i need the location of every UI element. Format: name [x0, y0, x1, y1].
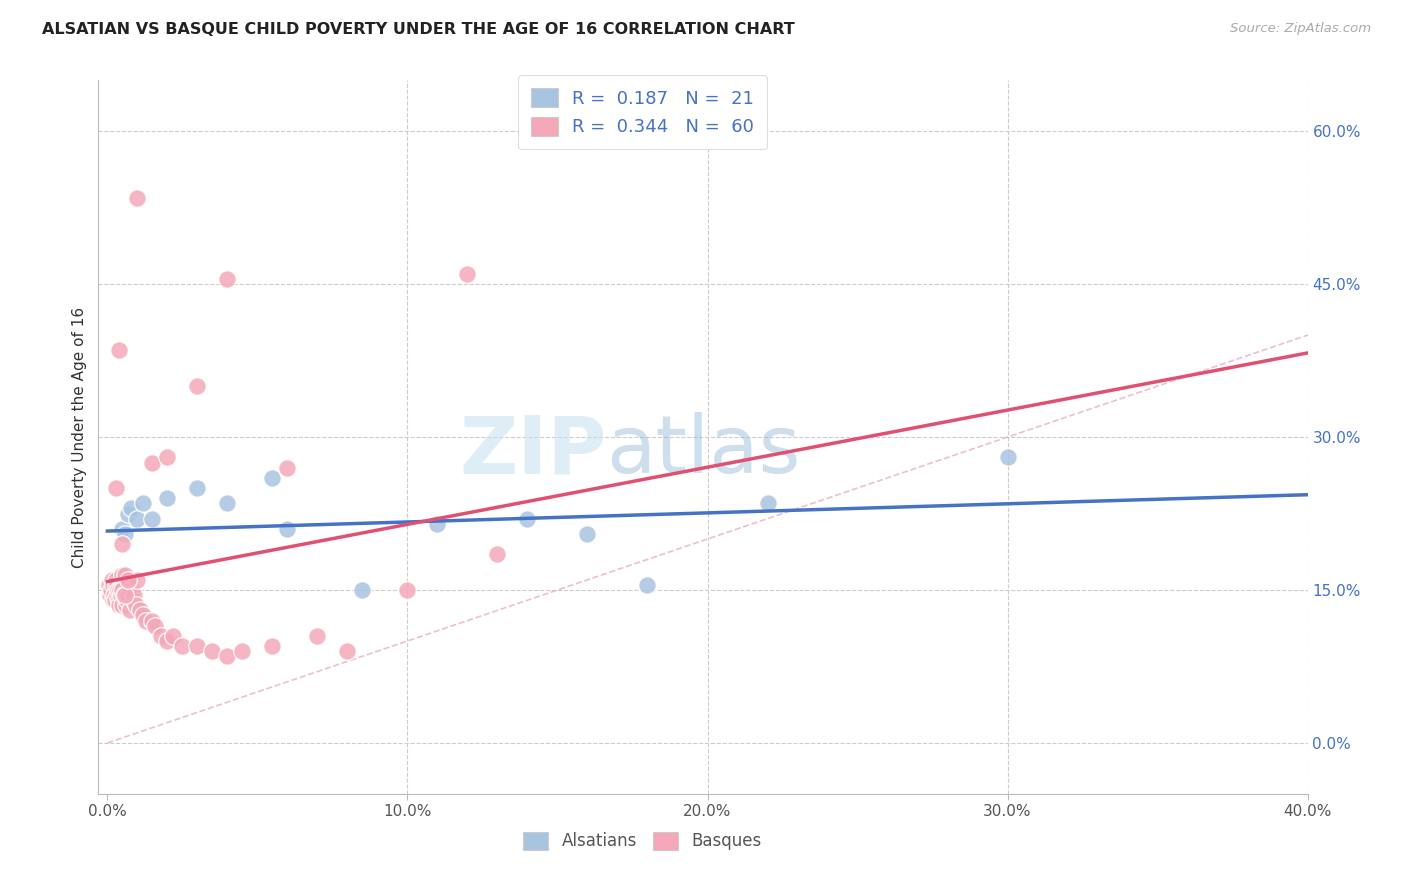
Point	[114, 527, 136, 541]
Point	[104, 578, 127, 592]
Point	[101, 593, 124, 607]
Point	[132, 608, 155, 623]
Text: ALSATIAN VS BASQUE CHILD POVERTY UNDER THE AGE OF 16 CORRELATION CHART: ALSATIAN VS BASQUE CHILD POVERTY UNDER T…	[42, 22, 794, 37]
Point	[201, 644, 224, 658]
Point	[156, 634, 179, 648]
Point	[127, 511, 149, 525]
Point	[141, 456, 163, 470]
Text: atlas: atlas	[606, 412, 800, 491]
Point	[336, 644, 359, 658]
Point	[97, 578, 120, 592]
Point	[104, 593, 127, 607]
Point	[124, 588, 146, 602]
Point	[156, 491, 179, 506]
Point	[100, 582, 122, 597]
Point	[105, 573, 128, 587]
Point	[162, 629, 184, 643]
Point	[110, 588, 132, 602]
Point	[120, 582, 142, 597]
Point	[576, 527, 599, 541]
Point	[132, 496, 155, 510]
Legend: Alsatians, Basques: Alsatians, Basques	[516, 825, 769, 857]
Point	[217, 272, 239, 286]
Text: Source: ZipAtlas.com: Source: ZipAtlas.com	[1230, 22, 1371, 36]
Point	[426, 516, 449, 531]
Point	[456, 267, 478, 281]
Point	[101, 573, 124, 587]
Point	[103, 588, 125, 602]
Point	[103, 588, 125, 602]
Point	[141, 614, 163, 628]
Point	[186, 379, 208, 393]
Point	[172, 639, 194, 653]
Point	[114, 567, 136, 582]
Point	[108, 582, 131, 597]
Point	[105, 481, 128, 495]
Point	[141, 511, 163, 525]
Point	[107, 582, 129, 597]
Point	[486, 547, 509, 561]
Point	[108, 343, 131, 358]
Point	[156, 450, 179, 465]
Point	[276, 460, 298, 475]
Point	[112, 588, 135, 602]
Point	[108, 599, 131, 613]
Point	[231, 644, 253, 658]
Text: ZIP: ZIP	[458, 412, 606, 491]
Point	[118, 603, 141, 617]
Point	[115, 599, 138, 613]
Y-axis label: Child Poverty Under the Age of 16: Child Poverty Under the Age of 16	[72, 307, 87, 567]
Point	[217, 496, 239, 510]
Point	[103, 578, 125, 592]
Point	[122, 593, 145, 607]
Point	[117, 507, 139, 521]
Point	[111, 522, 134, 536]
Point	[129, 603, 152, 617]
Point	[262, 639, 284, 653]
Point	[120, 501, 142, 516]
Point	[217, 649, 239, 664]
Point	[105, 588, 128, 602]
Point	[396, 582, 419, 597]
Point	[186, 481, 208, 495]
Point	[997, 450, 1019, 465]
Point	[105, 582, 128, 597]
Point	[111, 599, 134, 613]
Point	[100, 588, 122, 602]
Point	[127, 190, 149, 204]
Point	[262, 471, 284, 485]
Point	[111, 567, 134, 582]
Point	[516, 511, 538, 525]
Point	[352, 582, 374, 597]
Point	[756, 496, 779, 510]
Point	[117, 573, 139, 587]
Point	[111, 537, 134, 551]
Point	[145, 618, 167, 632]
Point	[135, 614, 157, 628]
Point	[276, 522, 298, 536]
Point	[127, 573, 149, 587]
Point	[186, 639, 208, 653]
Point	[125, 599, 148, 613]
Point	[108, 593, 131, 607]
Point	[111, 582, 134, 597]
Point	[307, 629, 329, 643]
Point	[150, 629, 173, 643]
Point	[637, 578, 659, 592]
Point	[115, 593, 138, 607]
Point	[117, 588, 139, 602]
Point	[114, 588, 136, 602]
